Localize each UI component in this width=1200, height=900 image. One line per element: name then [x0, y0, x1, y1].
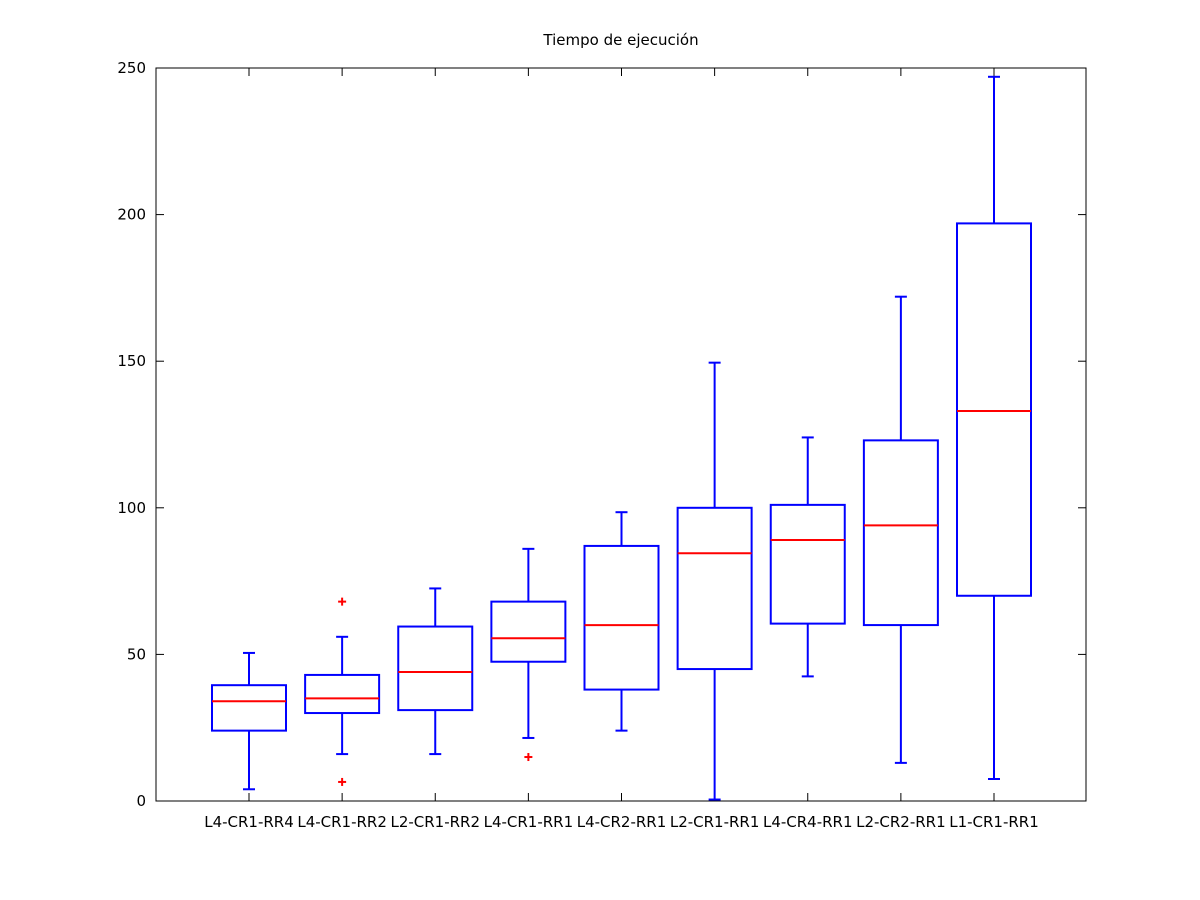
y-tick-label: 0	[136, 792, 146, 810]
box-L4-CR1-RR4	[211, 651, 287, 791]
x-tick-label: L4-CR1-RR1	[484, 813, 574, 831]
outlier-marker	[338, 777, 347, 786]
y-tick-label: 150	[117, 352, 146, 370]
x-tick-label: L1-CR1-RR1	[949, 813, 1039, 831]
x-tick-label: L2-CR1-RR2	[390, 813, 480, 831]
box-L4-CR2-RR1	[583, 511, 660, 732]
x-tick-label: L2-CR1-RR1	[670, 813, 760, 831]
y-tick-label: 50	[127, 645, 146, 663]
iqr-box	[583, 544, 660, 691]
iqr-box	[956, 222, 1032, 597]
x-tick-label: L4-CR4-RR1	[763, 813, 853, 831]
box-L4-CR4-RR1	[769, 436, 846, 678]
box-L2-CR2-RR1	[862, 295, 939, 764]
y-axis: 0 50 100 150 200 250	[117, 59, 1086, 810]
box-L2-CR1-RR2	[397, 587, 474, 756]
x-tick-label: L4-CR1-RR2	[297, 813, 387, 831]
iqr-box	[676, 506, 753, 671]
chart-title: Tiempo de ejecución	[542, 31, 698, 49]
box-series	[211, 75, 1032, 801]
outlier-marker	[524, 753, 533, 762]
iqr-box	[397, 625, 474, 712]
iqr-box	[490, 600, 567, 663]
box-L4-CR1-RR1	[490, 547, 567, 762]
box-L1-CR1-RR1	[956, 75, 1032, 781]
iqr-box	[769, 503, 846, 625]
y-tick-label: 250	[117, 59, 146, 77]
y-tick-label: 200	[117, 206, 146, 224]
y-tick-label: 100	[117, 499, 146, 517]
x-axis: L4-CR1-RR4 L4-CR1-RR2 L2-CR1-RR2 L4-CR1-RR1…	[204, 68, 1039, 831]
iqr-box	[304, 673, 381, 715]
box-L4-CR1-RR2	[304, 597, 381, 786]
x-tick-label: L4-CR2-RR1	[577, 813, 667, 831]
iqr-box	[862, 439, 939, 627]
outlier-marker	[338, 597, 347, 606]
box-L2-CR1-RR1	[676, 361, 753, 801]
x-tick-label: L2-CR2-RR1	[856, 813, 946, 831]
x-tick-label: L4-CR1-RR4	[204, 813, 294, 831]
iqr-box	[211, 684, 287, 732]
